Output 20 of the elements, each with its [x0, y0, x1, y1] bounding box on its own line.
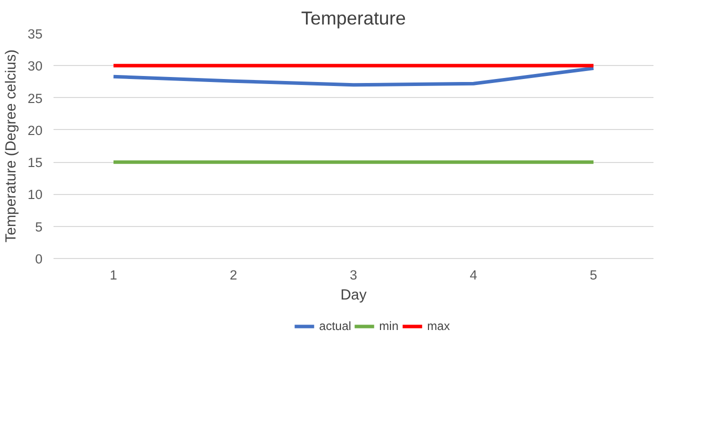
y-axis-title: Temperature (Degree celcius) — [4, 49, 20, 243]
x-tick-label: 3 — [350, 268, 358, 282]
legend-label: min — [379, 319, 400, 333]
x-tick-label: 4 — [470, 268, 478, 282]
y-tick-label: 0 — [35, 252, 43, 266]
chart-title: Temperature — [301, 8, 406, 28]
line-series — [112, 66, 596, 87]
y-tick-label: 15 — [28, 155, 43, 170]
x-axis-title: Day — [340, 288, 368, 304]
legend-label: max — [427, 319, 450, 333]
y-tick-label: 20 — [28, 122, 43, 138]
y-tick-label: 25 — [28, 90, 43, 106]
y-tick-label: 30 — [28, 58, 43, 74]
y-tick-label: 35 — [28, 26, 43, 42]
legend-label: actual — [319, 319, 352, 333]
y-tick-label: 5 — [35, 219, 43, 234]
x-tick-label: 5 — [590, 268, 598, 282]
x-tick-label: 1 — [110, 268, 118, 282]
y-tick-label: 10 — [28, 187, 43, 202]
x-tick-label: 2 — [230, 268, 238, 282]
